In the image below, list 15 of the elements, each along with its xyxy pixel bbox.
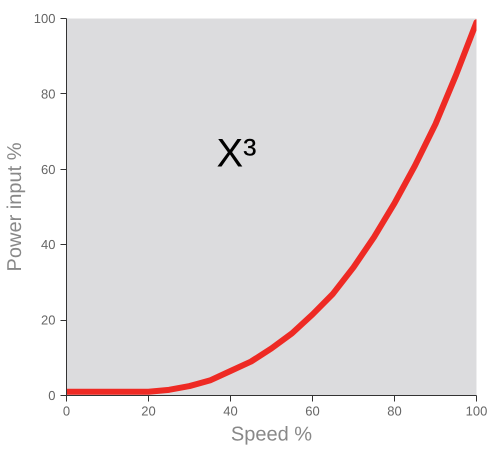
y-tick-label: 0 — [48, 388, 56, 403]
y-tick-label: 20 — [41, 312, 56, 328]
y-tick-label: 80 — [41, 86, 56, 102]
x-tick-label: 80 — [387, 404, 402, 418]
x-axis-title: Speed % — [230, 424, 312, 446]
y-tick-label: 40 — [41, 237, 56, 252]
x-tick-label: 0 — [62, 404, 70, 418]
y-axis-title: Power input % — [4, 142, 26, 272]
x-tick-label: 100 — [466, 404, 488, 418]
y-tick-label: 100 — [34, 11, 56, 26]
annotation: X³ — [216, 132, 256, 176]
x-tick-label: 20 — [141, 404, 156, 418]
x-tick-label: 40 — [223, 404, 238, 418]
x-tick-label: 60 — [305, 404, 320, 418]
y-tick-label: 60 — [41, 162, 56, 177]
